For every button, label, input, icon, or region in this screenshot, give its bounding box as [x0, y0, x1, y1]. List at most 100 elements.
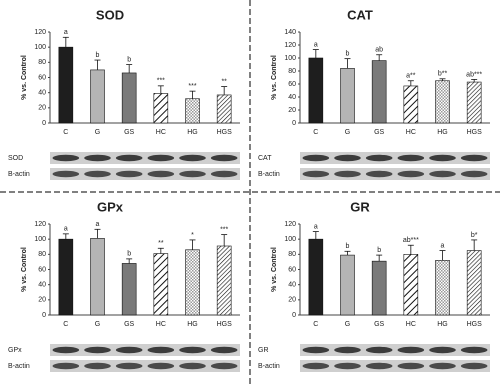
annotation: *** — [220, 226, 228, 233]
blot-band — [397, 362, 425, 370]
blot-band — [84, 362, 111, 370]
annotation: ab — [375, 47, 383, 54]
blot-band — [397, 346, 425, 354]
y-axis-label: % vs. Control — [21, 55, 28, 100]
blot-band — [115, 346, 143, 354]
x-tick-label: HG — [437, 129, 448, 136]
annotation: b — [377, 247, 381, 254]
annotation: a — [441, 242, 445, 249]
blot-band — [397, 154, 425, 162]
bar — [466, 81, 482, 124]
y-axis-label: % vs. Control — [271, 247, 278, 292]
chart-title: GR — [350, 199, 370, 214]
y-tick-label: 20 — [38, 105, 46, 112]
blot-band — [115, 170, 143, 178]
x-tick-label: GS — [124, 129, 134, 136]
x-tick-label: GS — [124, 321, 134, 328]
y-tick-label: 80 — [288, 251, 296, 258]
x-tick-label: G — [345, 321, 350, 328]
x-tick-label: HC — [406, 129, 416, 136]
bar — [371, 60, 387, 124]
x-tick-label: GS — [374, 129, 384, 136]
y-tick-label: 80 — [38, 251, 46, 258]
annotation: b* — [471, 232, 478, 239]
x-tick-label: C — [313, 321, 318, 328]
blot-band — [210, 170, 238, 178]
blot-band — [52, 362, 80, 370]
blot-label: GPx — [8, 347, 22, 354]
y-tick-label: 20 — [288, 297, 296, 304]
annotation: a — [64, 226, 68, 233]
bar — [308, 57, 324, 124]
y-tick-label: 60 — [288, 81, 296, 88]
y-axis-label: % vs. Control — [21, 247, 28, 292]
x-tick-label: G — [345, 129, 350, 136]
x-tick-label: GS — [374, 321, 384, 328]
annotation: b** — [438, 71, 448, 78]
blot-label: SOD — [8, 155, 23, 162]
bar — [371, 260, 387, 316]
bar — [153, 253, 169, 316]
y-tick-label: 0 — [42, 312, 46, 319]
x-tick-label: HC — [156, 321, 166, 328]
blot-label: B-actin — [258, 363, 280, 370]
x-tick-label: HG — [187, 321, 198, 328]
x-tick-label: HGS — [217, 129, 233, 136]
chart-title: CAT — [347, 7, 373, 22]
bar — [216, 245, 232, 316]
blot-band — [147, 362, 175, 370]
x-tick-label: HC — [406, 321, 416, 328]
x-tick-label: C — [63, 321, 68, 328]
annotation: *** — [188, 83, 196, 90]
blot-label: GR — [258, 347, 269, 354]
bar — [403, 254, 419, 316]
bar — [90, 238, 105, 316]
blot-band — [210, 154, 238, 162]
blot-label: B-actin — [8, 363, 30, 370]
y-tick-label: 140 — [284, 29, 296, 36]
blot-band — [52, 346, 80, 354]
y-tick-label: 40 — [38, 282, 46, 289]
blot-band — [210, 346, 238, 354]
blot-band — [84, 170, 111, 178]
blot-band — [334, 362, 361, 370]
annotation: b — [346, 243, 350, 250]
blot-label: B-actin — [258, 171, 280, 178]
annotation: a — [314, 41, 318, 48]
blot-band — [334, 170, 361, 178]
chart-title: GPx — [97, 199, 124, 214]
x-tick-label: C — [63, 129, 68, 136]
annotation: * — [191, 232, 194, 239]
blot-band — [147, 170, 175, 178]
x-tick-label: G — [95, 129, 100, 136]
bar — [185, 249, 200, 316]
y-tick-label: 40 — [38, 90, 46, 97]
y-tick-label: 100 — [284, 236, 296, 243]
annotation: b — [127, 56, 131, 63]
blot-band — [179, 170, 206, 178]
blot-band — [429, 362, 456, 370]
y-tick-label: 60 — [288, 266, 296, 273]
y-tick-label: 100 — [284, 55, 296, 62]
blot-band — [179, 154, 206, 162]
bar — [340, 68, 355, 124]
bar — [121, 263, 137, 316]
bar — [185, 98, 200, 124]
y-tick-label: 0 — [292, 312, 296, 319]
bar — [435, 80, 450, 124]
y-tick-label: 80 — [38, 59, 46, 66]
blot-band — [302, 346, 330, 354]
annotation: ** — [221, 78, 227, 85]
x-tick-label: HG — [187, 129, 198, 136]
x-tick-label: HGS — [467, 321, 483, 328]
y-tick-label: 40 — [288, 94, 296, 101]
blot-band — [397, 170, 425, 178]
y-tick-label: 80 — [288, 68, 296, 75]
bar — [58, 46, 74, 124]
y-tick-label: 20 — [38, 297, 46, 304]
x-tick-label: C — [313, 129, 318, 136]
bar — [340, 254, 355, 316]
annotation: a — [64, 29, 68, 36]
x-tick-label: HG — [437, 321, 448, 328]
bar — [121, 72, 137, 124]
